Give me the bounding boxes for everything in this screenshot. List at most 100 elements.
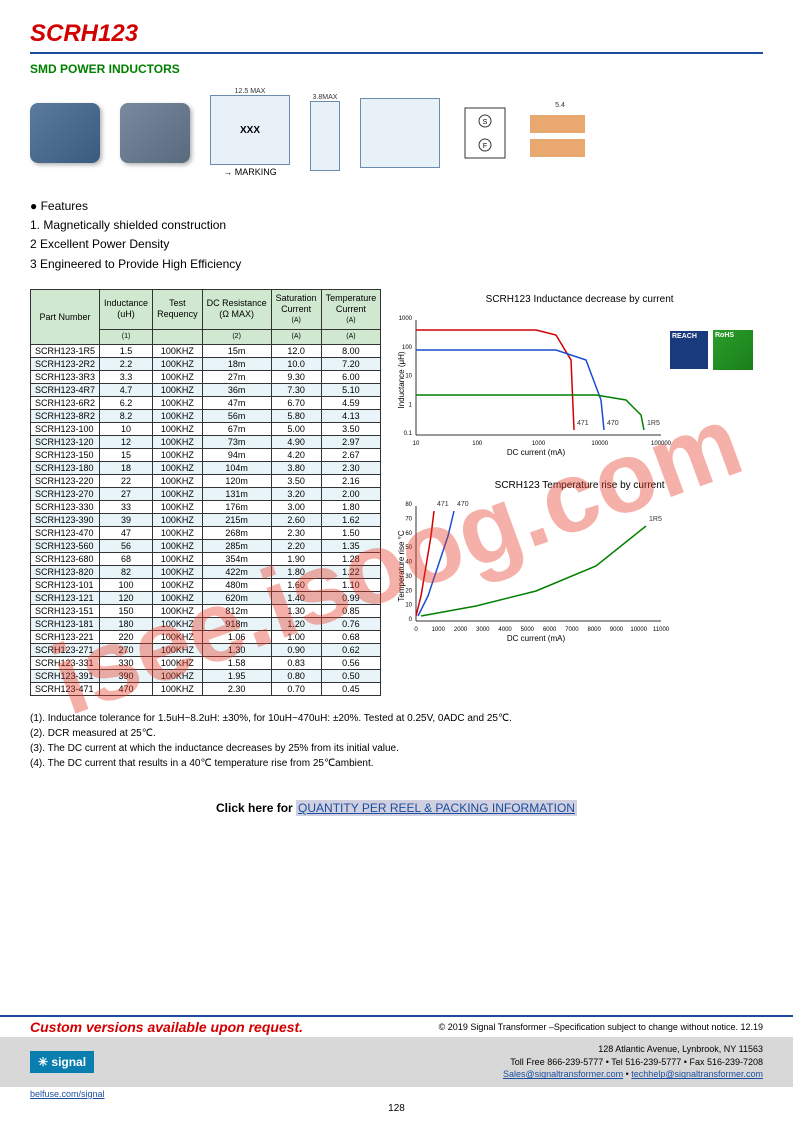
marking-xxx: XXX (240, 125, 260, 136)
svg-text:100: 100 (472, 441, 483, 447)
svg-text:471: 471 (577, 420, 589, 427)
svg-text:F: F (483, 143, 487, 150)
dim-top: 12.5 MAX (235, 88, 266, 95)
svg-text:1: 1 (409, 402, 413, 408)
page-title: SCRH123 (30, 20, 763, 48)
footnote-item: (4). The DC current that results in a 40… (30, 756, 763, 771)
spec-table: Part NumberInductance(uH)TestRequencyDC … (30, 289, 381, 696)
table-row: SCRH123-221220100KHZ1.061.000.68 (31, 631, 381, 644)
features-heading: ● Features (30, 197, 763, 216)
svg-text:0: 0 (409, 617, 413, 623)
table-row: SCRH123-68068100KHZ354m1.901.28 (31, 553, 381, 566)
table-row: SCRH123-15015100KHZ94m4.202.67 (31, 449, 381, 462)
svg-text:8000: 8000 (588, 627, 602, 633)
feature-item: 2 Excellent Power Density (30, 235, 763, 254)
svg-text:0: 0 (415, 627, 419, 633)
dim-side: 3.8MAX (313, 94, 338, 101)
svg-text:DC current (mA): DC current (mA) (507, 634, 566, 643)
svg-text:S: S (483, 119, 488, 126)
table-row: SCRH123-101100100KHZ480m1.601.10 (31, 579, 381, 592)
marking-arrow-label: → MARKING (223, 167, 277, 177)
table-row: SCRH123-3R33.3100KHZ27m9.306.00 (31, 371, 381, 384)
table-header: DC Resistance(Ω MAX) (202, 289, 271, 329)
svg-text:40: 40 (406, 559, 413, 565)
features-section: ● Features 1. Magnetically shielded cons… (30, 197, 763, 274)
table-row: SCRH123-1R51.5100KHZ15m12.08.00 (31, 345, 381, 358)
table-row: SCRH123-27027100KHZ131m3.202.00 (31, 488, 381, 501)
table-row: SCRH123-82082100KHZ422m1.801.22 (31, 566, 381, 579)
svg-text:4000: 4000 (499, 627, 513, 633)
table-header: TemperatureCurrent(A) (321, 289, 381, 329)
table-row: SCRH123-271270100KHZ1.300.900.62 (31, 644, 381, 657)
inductance-chart: 4714701R5DC current (mA)Inductance (μH)1… (396, 310, 676, 460)
compliance-badges: REACH RoHS (669, 330, 753, 370)
svg-text:DC current (mA): DC current (mA) (507, 448, 566, 457)
footnote-item: (1). Inductance tolerance for 1.5uH~8.2u… (30, 711, 763, 726)
table-row: SCRH123-18018100KHZ104m3.802.30 (31, 462, 381, 475)
table-row: SCRH123-47047100KHZ268m2.301.50 (31, 527, 381, 540)
rohs-badge: RoHS (713, 330, 753, 370)
pad-layout: 5.4 (530, 102, 590, 163)
page-footer: Custom versions available upon request. … (0, 1015, 793, 1122)
table-row: SCRH123-22022100KHZ120m3.502.16 (31, 475, 381, 488)
footer-address: 128 Atlantic Avenue, Lynbrook, NY 11563 (503, 1043, 763, 1056)
svg-text:100000: 100000 (651, 441, 672, 447)
table-row: SCRH123-33033100KHZ176m3.001.80 (31, 501, 381, 514)
product-photo-top (120, 103, 190, 163)
chart2-title: SCRH123 Temperature rise by current (396, 480, 763, 491)
packing-info-link[interactable]: QUANTITY PER REEL & PACKING INFORMATION (296, 800, 577, 816)
page-number: 128 (0, 1101, 793, 1122)
svg-text:11000: 11000 (653, 627, 670, 633)
svg-text:Inductance (μH): Inductance (μH) (397, 351, 406, 408)
table-row: SCRH123-391390100KHZ1.950.800.50 (31, 670, 381, 683)
svg-text:2000: 2000 (454, 627, 468, 633)
svg-text:3000: 3000 (476, 627, 490, 633)
table-row: SCRH123-331330100KHZ1.580.830.56 (31, 657, 381, 670)
svg-text:1R5: 1R5 (649, 516, 662, 523)
svg-text:0.1: 0.1 (404, 431, 413, 437)
subtitle: SMD POWER INDUCTORS (30, 62, 763, 76)
schematic-symbol: SF (460, 103, 510, 163)
table-header: Inductance(uH) (100, 289, 153, 329)
footnotes: (1). Inductance tolerance for 1.5uH~8.2u… (30, 711, 763, 771)
svg-text:10000: 10000 (631, 627, 648, 633)
feature-item: 1. Magnetically shielded construction (30, 216, 763, 235)
svg-text:470: 470 (457, 501, 469, 508)
svg-text:7000: 7000 (565, 627, 579, 633)
footnote-item: (3). The DC current at which the inducta… (30, 741, 763, 756)
copyright-text: © 2019 Signal Transformer –Specification… (439, 1022, 763, 1032)
table-header: SaturationCurrent(A) (271, 289, 321, 329)
table-row: SCRH123-4R74.7100KHZ36m7.305.10 (31, 384, 381, 397)
table-row: SCRH123-121120100KHZ620m1.400.99 (31, 592, 381, 605)
svg-text:20: 20 (406, 588, 413, 594)
svg-text:100: 100 (402, 345, 413, 351)
svg-text:10: 10 (406, 373, 413, 379)
svg-text:5000: 5000 (521, 627, 535, 633)
svg-text:1000: 1000 (399, 316, 413, 322)
table-row: SCRH123-471470100KHZ2.300.700.45 (31, 683, 381, 696)
svg-text:10: 10 (413, 441, 420, 447)
chart1-title: SCRH123 Inductance decrease by current (396, 294, 763, 305)
belfuse-link[interactable]: belfuse.com/signal (30, 1089, 105, 1099)
diagram-row: 12.5 MAX XXX → MARKING 3.8MAX SF 5.4 (30, 88, 763, 177)
table-row: SCRH123-8R28.2100KHZ56m5.804.13 (31, 410, 381, 423)
table-row: SCRH123-181180100KHZ918m1.200.76 (31, 618, 381, 631)
feature-item: 3 Engineered to Provide High Efficiency (30, 255, 763, 274)
temperature-chart: 4714701R5DC current (mA)Temperature rise… (396, 496, 676, 646)
table-row: SCRH123-2R22.2100KHZ18m10.07.20 (31, 358, 381, 371)
svg-text:70: 70 (406, 516, 413, 522)
table-row: SCRH123-39039100KHZ215m2.601.62 (31, 514, 381, 527)
svg-text:50: 50 (406, 545, 413, 551)
title-rule (30, 52, 763, 54)
table-row: SCRH123-151150100KHZ812m1.300.85 (31, 605, 381, 618)
svg-text:30: 30 (406, 574, 413, 580)
techhelp-email-link[interactable]: techhelp@signaltransformer.com (631, 1069, 763, 1079)
svg-text:1R5: 1R5 (647, 420, 660, 427)
svg-text:10000: 10000 (592, 441, 609, 447)
footer-phone: Toll Free 866-239-5777 • Tel 516-239-577… (503, 1056, 763, 1069)
svg-text:9000: 9000 (610, 627, 624, 633)
svg-text:10: 10 (406, 602, 413, 608)
svg-text:80: 80 (406, 502, 413, 508)
product-photo-angle (30, 103, 100, 163)
sales-email-link[interactable]: Sales@signaltransformer.com (503, 1069, 623, 1079)
